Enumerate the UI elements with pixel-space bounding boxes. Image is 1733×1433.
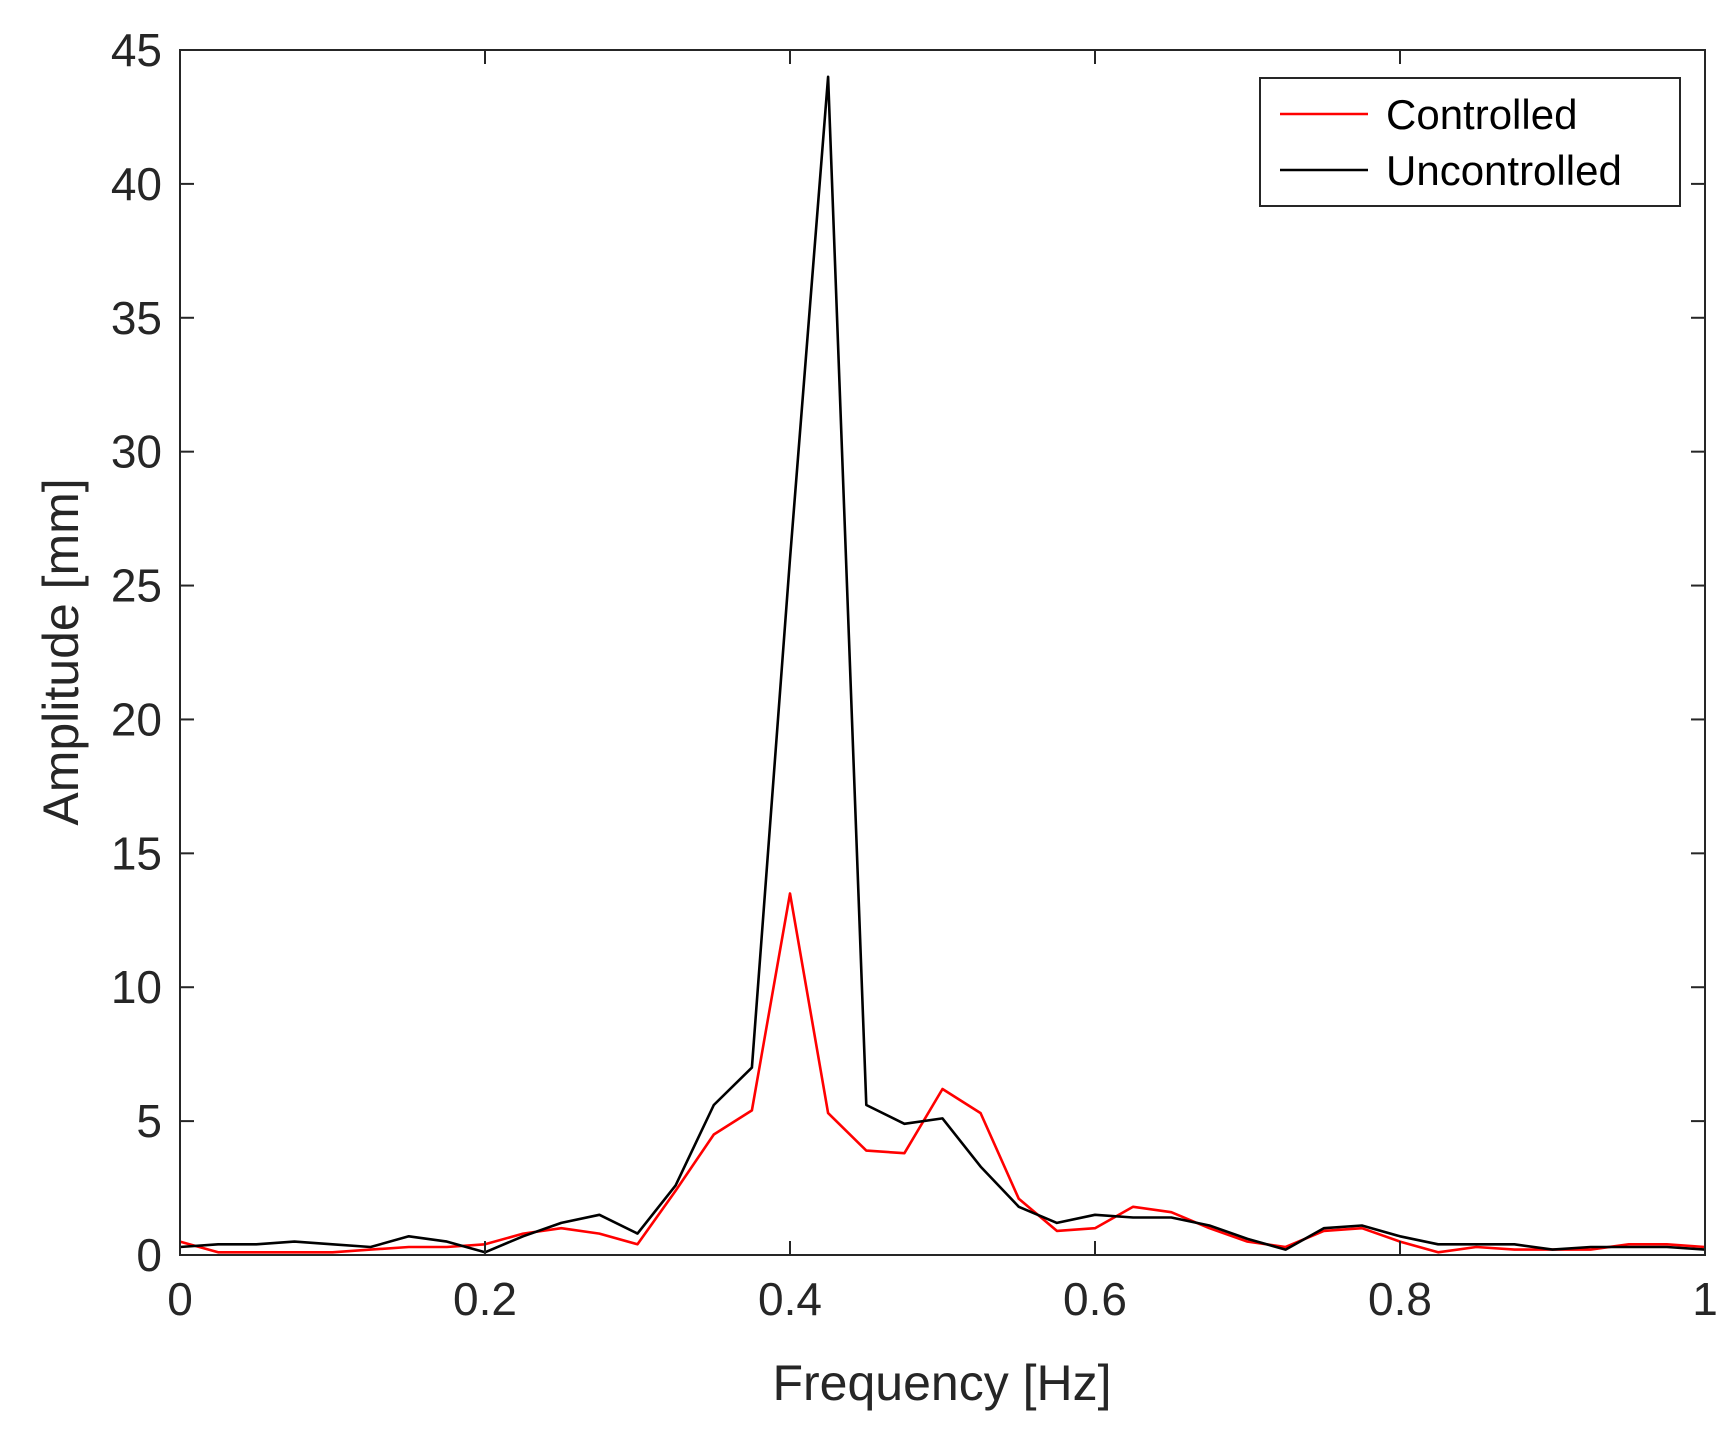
legend-box	[1259, 77, 1681, 207]
y-tick-label: 40	[111, 158, 162, 210]
y-tick-label: 35	[111, 292, 162, 344]
plot-area	[180, 50, 1705, 1255]
x-axis-label: Frequency [Hz]	[772, 1355, 1111, 1411]
x-tick-label: 0	[167, 1273, 193, 1325]
x-tick-label: 0.2	[453, 1273, 517, 1325]
x-tick-label: 1	[1692, 1273, 1718, 1325]
x-tick-label: 0.4	[758, 1273, 822, 1325]
y-tick-label: 5	[136, 1095, 162, 1147]
y-tick-label: 30	[111, 426, 162, 478]
legend-label-uncontrolled: Uncontrolled	[1386, 147, 1622, 194]
legend: Controlled Uncontrolled	[1259, 77, 1681, 207]
y-tick-label: 10	[111, 961, 162, 1013]
x-tick-label: 0.8	[1368, 1273, 1432, 1325]
y-tick-label: 20	[111, 693, 162, 745]
y-tick-label: 45	[111, 24, 162, 76]
plot-content	[179, 75, 1706, 1254]
y-axis-label: Amplitude [mm]	[33, 478, 89, 825]
y-tick-label: 15	[111, 827, 162, 879]
y-tick-label: 25	[111, 560, 162, 612]
axes-box	[179, 49, 1706, 1256]
series-line-controlled	[179, 892, 1706, 1254]
x-tick-label: 0.6	[1063, 1273, 1127, 1325]
y-tick-label: 0	[136, 1229, 162, 1281]
legend-label-controlled: Controlled	[1386, 91, 1577, 138]
series-line-uncontrolled	[179, 75, 1706, 1254]
